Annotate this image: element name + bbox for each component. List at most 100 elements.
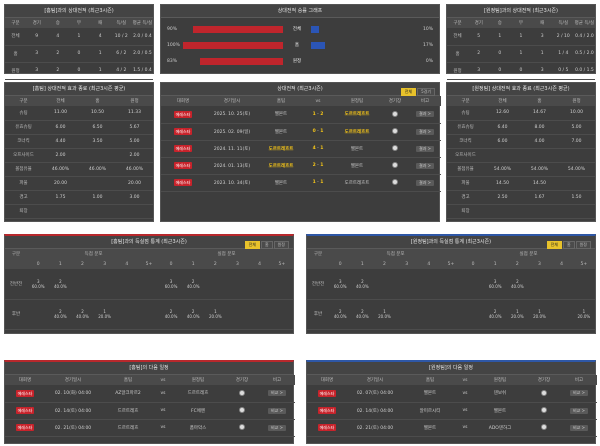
column-header: vs [457, 375, 473, 385]
home-team[interactable]: 알미르시티 [403, 402, 457, 420]
table-cell: 3 [531, 62, 553, 80]
graph-row: 90% 전체 10% [167, 21, 433, 37]
table-cell: 14.67 [521, 106, 558, 121]
fixture-row: 에레스타 02. 21(토) 04:00 드르트레흐 vs 폼마악스 비교 > [5, 419, 295, 437]
home-team[interactable]: 드르트레흐 [101, 419, 155, 437]
compare-button[interactable]: 비교 > [570, 407, 588, 414]
home-team[interactable]: 도르트레흐트 [259, 157, 303, 175]
compare-button[interactable]: 비교 > [268, 407, 286, 414]
table-cell: 1 [510, 45, 532, 63]
graph-label: 홈 [294, 43, 300, 48]
column-header: 득/실 [552, 18, 574, 28]
ball-icon [239, 424, 245, 431]
table-row: 파울 14.50 14.50 [447, 176, 595, 191]
score: 1 - 2 [303, 106, 333, 124]
table-cell: 3.00 [116, 190, 153, 205]
result-button[interactable]: 결과 > [416, 179, 434, 186]
col-header-row: 0 1 2 3 4 5+ 0 1 2 3 4 5+ [5, 259, 293, 269]
result-button[interactable]: 결과 > [416, 111, 434, 118]
column-header: 경기일시 [347, 375, 403, 385]
away-team[interactable]: 헬몬트 [333, 140, 381, 158]
table-cell: 5.00 [116, 134, 153, 149]
away-team[interactable]: 덴보쉬 [473, 385, 527, 403]
away-team[interactable]: 드르트레흐 [171, 385, 225, 403]
home-score: 0 [312, 129, 316, 134]
goal-cell: 2 40.0% [182, 299, 205, 330]
away-goal-tabs: 전체 홈 원정 [546, 239, 591, 252]
goal-cell [417, 269, 440, 300]
goal-col-header: 2 [71, 259, 94, 269]
goal-cell: 2 40.0% [49, 269, 72, 300]
home-team[interactable]: 헬몬트 [403, 419, 457, 437]
home-team[interactable]: 도르트레흐트 [259, 140, 303, 158]
away-team[interactable]: 도르트레흐트 [333, 123, 381, 141]
tab-0[interactable]: 전체 [400, 88, 417, 96]
home-team[interactable]: 헬몬트 [259, 123, 303, 141]
home-team[interactable]: 헬몬트 [403, 385, 457, 403]
tab-1[interactable]: 홈 [260, 241, 273, 249]
table-cell: 2 [468, 45, 490, 63]
goal-cell [439, 269, 462, 300]
goal-count: 1 [214, 309, 217, 314]
competition-chip[interactable]: 에레스타 [173, 128, 193, 135]
away-team[interactable]: 헬몬트 [333, 157, 381, 175]
home-goal-panel: [홈팀]과의 득실점 통계 (최근3시즌) 전체 홈 원정 구분 득점 분포 실점 분포… [4, 234, 294, 334]
venue-cell [381, 106, 409, 124]
competition-chip[interactable]: 에레스타 [173, 145, 193, 152]
tab-2[interactable]: 원정 [273, 241, 289, 249]
result-button[interactable]: 결과 > [416, 162, 434, 169]
tab-2[interactable]: 원정 [575, 241, 591, 249]
competition-chip[interactable]: 에레스타 [15, 389, 35, 397]
table-cell [116, 204, 153, 219]
away-team[interactable]: 도르트레흐트 [333, 174, 381, 192]
competition-chip[interactable]: 에레스타 [173, 110, 193, 118]
away-record-panel: [원정팀]과의 상대전적 (최근3시즌) 구분 경기 승 무 패 득/실 평균 득/실 전체… [446, 4, 596, 80]
tab-1[interactable]: 홈 [562, 241, 575, 249]
graph-left-track [183, 41, 283, 49]
result-button[interactable]: 결과 > [416, 128, 434, 135]
tab-1[interactable]: 5경기 [417, 88, 435, 96]
compare-button[interactable]: 비교 > [570, 390, 588, 397]
home-team[interactable]: 드르트레흐 [101, 402, 155, 420]
competition-chip[interactable]: 에레스타 [173, 162, 193, 169]
home-team[interactable]: 헬몬트 [259, 106, 303, 124]
compare-button[interactable]: 비교 > [570, 424, 588, 431]
goal-col-header: 5+ [270, 259, 293, 269]
result-button[interactable]: 결과 > [416, 145, 434, 152]
compare-button[interactable]: 비교 > [268, 390, 286, 397]
note-cell: 비교 > [259, 419, 295, 437]
row-header-label: 구분 [5, 249, 28, 259]
compare-button[interactable]: 비교 > [268, 424, 286, 431]
competition-chip[interactable]: 에레스타 [317, 407, 337, 414]
goal-col-header: 1 [49, 259, 72, 269]
goal-cell [417, 299, 440, 330]
goal-col-header: 3 [528, 259, 551, 269]
goal-cell [461, 299, 485, 330]
column-header: 경기일시 [45, 375, 101, 385]
competition-chip[interactable]: 에레스타 [317, 389, 337, 397]
competition-chip[interactable]: 에레스타 [317, 424, 337, 431]
competition-chip[interactable]: 에레스타 [15, 424, 35, 431]
tab-0[interactable]: 전체 [546, 241, 562, 249]
away-team[interactable]: FC에멘 [171, 402, 225, 420]
tab-0[interactable]: 전체 [244, 241, 260, 249]
recent-h2h-panel: 상대전적 (최근3시즌) 전체 5경기 대회명 경기일시 홈팀 vs 원정팀 경기장 비고 에… [160, 82, 441, 222]
away-team[interactable]: 도르트레흐트 [333, 106, 381, 124]
away-team[interactable]: 폼마악스 [171, 419, 225, 437]
away-team[interactable]: ADO덴하그 [473, 419, 527, 437]
competition-chip[interactable]: 에레스타 [15, 407, 35, 414]
venue-cell [527, 402, 561, 420]
home-team[interactable]: 헬몬트 [259, 174, 303, 192]
competition-chip[interactable]: 에레스타 [173, 179, 193, 186]
panel-title-text: [홈팀]과의 득실점 통계 (최근3시즌) [111, 239, 187, 245]
panel-title: [홈팀]과의 상대전적 (최근3시즌) [5, 5, 153, 18]
column-header: 홈팀 [259, 96, 303, 106]
away-team[interactable]: 헬몬트 [473, 402, 527, 420]
goal-col-header: 4 [248, 259, 271, 269]
goal-cell [137, 269, 160, 300]
row-header-label: 구분 [307, 249, 330, 259]
match-date: 2025. 10. 25(토) [205, 106, 259, 124]
home-team[interactable]: AZ알크마르2 [101, 385, 155, 403]
note-cell: 결과 > [409, 157, 441, 175]
table-cell: 0 [68, 45, 90, 63]
